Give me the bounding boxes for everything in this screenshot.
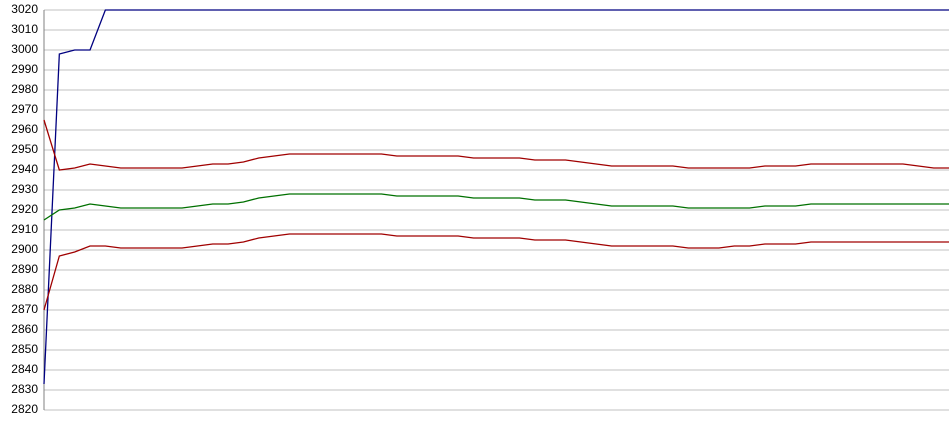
- y-tick-label: 2990: [11, 62, 38, 76]
- y-tick-label: 2900: [11, 242, 38, 256]
- y-tick-label: 3020: [11, 2, 38, 16]
- y-tick-label: 3010: [11, 22, 38, 36]
- y-tick-label: 2940: [11, 162, 38, 176]
- series-line: [43, 119, 949, 171]
- y-tick-label: 2840: [11, 362, 38, 376]
- y-tick-label: 2970: [11, 102, 38, 116]
- y-tick-label: 2830: [11, 382, 38, 396]
- y-tick-label: 2850: [11, 342, 38, 356]
- y-tick-label: 2880: [11, 282, 38, 296]
- y-tick-label: 2980: [11, 82, 38, 96]
- series-line: [43, 9, 949, 385]
- y-tick-label: 2960: [11, 122, 38, 136]
- y-tick-label: 2860: [11, 322, 38, 336]
- y-tick-label: 2910: [11, 222, 38, 236]
- y-tick-label: 2950: [11, 142, 38, 156]
- y-tick-label: 2890: [11, 262, 38, 276]
- series-line: [43, 233, 949, 311]
- series-line: [43, 193, 949, 221]
- y-tick-label: 2930: [11, 182, 38, 196]
- y-tick-label: 2920: [11, 202, 38, 216]
- y-tick-label: 2820: [11, 402, 38, 416]
- y-tick-label: 2870: [11, 302, 38, 316]
- y-tick-label: 3000: [11, 42, 38, 56]
